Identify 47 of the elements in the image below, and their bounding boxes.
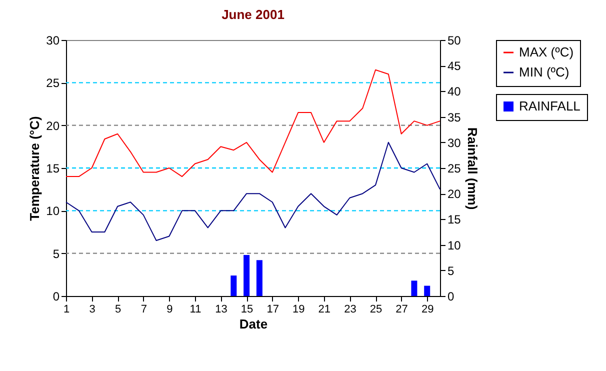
x-tick-label: 27 [396, 304, 408, 316]
line-series [66, 69, 440, 178]
y-tick-label: 20 [46, 118, 60, 133]
chart-title: June 2001 [222, 7, 284, 22]
y2-axis-title: Rainfall (mm) [464, 127, 480, 210]
legend-label: RAINFALL [519, 98, 580, 114]
y-tick-label: 30 [46, 34, 60, 48]
y2-tick-label: 0 [448, 290, 454, 304]
y-tick-label: 10 [46, 204, 60, 218]
y-tick-label: 0 [52, 290, 60, 304]
bar [230, 276, 237, 296]
legend-label: MIN (ºC) [519, 64, 570, 80]
y2-tick-label: 20 [448, 187, 462, 202]
line-series [66, 142, 440, 242]
bar [411, 280, 418, 296]
x-tick-label: 9 [166, 304, 173, 316]
x-tick-label: 1 [63, 304, 70, 316]
x-axis-title: Date [239, 316, 268, 332]
y2-tick-label: 5 [448, 264, 454, 278]
x-tick-label: 23 [344, 304, 356, 316]
x-tick-label: 3 [89, 304, 96, 316]
x-tick-label: 21 [318, 304, 331, 316]
x-tick-label: 19 [292, 304, 305, 316]
y2-tick-label: 25 [448, 162, 462, 176]
bar [424, 286, 430, 296]
x-tick-label: 25 [370, 304, 382, 316]
x-tick-label: 15 [240, 304, 254, 316]
y-axis-title: Temperature (°C) [27, 116, 42, 221]
y2-tick-label: 10 [448, 238, 462, 252]
bar [244, 255, 250, 296]
y2-tick-label: 50 [448, 34, 462, 48]
y-tick-label: 5 [52, 246, 60, 261]
x-tick-label: 7 [140, 304, 147, 316]
x-tick-label: 13 [215, 304, 228, 316]
y2-tick-label: 35 [448, 110, 462, 124]
x-tick-label: 29 [421, 304, 434, 316]
y2-tick-label: 15 [448, 212, 462, 227]
bar [256, 260, 262, 296]
x-tick-label: 17 [266, 304, 279, 316]
y2-tick-label: 30 [448, 136, 462, 150]
y2-tick-label: 40 [448, 84, 462, 99]
y-tick-label: 25 [46, 76, 60, 90]
x-tick-label: 5 [115, 304, 122, 316]
x-tick-label: 11 [190, 304, 202, 316]
y2-tick-label: 45 [448, 59, 462, 74]
legend-label: MAX (ºC) [519, 44, 574, 60]
y-tick-label: 15 [46, 162, 60, 176]
